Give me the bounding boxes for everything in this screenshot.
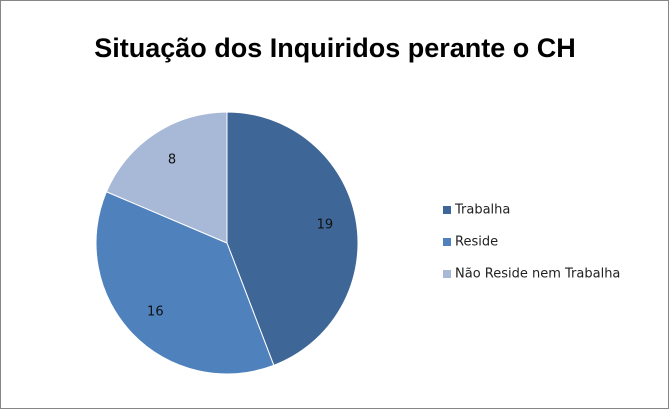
data-label: 19 — [317, 217, 334, 232]
legend-label: Trabalha — [454, 203, 510, 218]
pie-slice — [105, 111, 228, 244]
data-label: 8 — [168, 152, 176, 167]
legend-swatch — [443, 270, 451, 278]
chart-title: Situação dos Inquiridos perante o CH — [94, 33, 576, 63]
pie-slice — [95, 191, 275, 375]
data-label: 16 — [147, 305, 164, 320]
legend-swatch — [443, 206, 451, 214]
legend-label: Reside — [455, 235, 498, 250]
pie-slice — [226, 111, 359, 367]
legend-swatch — [443, 238, 451, 246]
legend-label: Não Reside nem Trabalha — [455, 267, 620, 282]
